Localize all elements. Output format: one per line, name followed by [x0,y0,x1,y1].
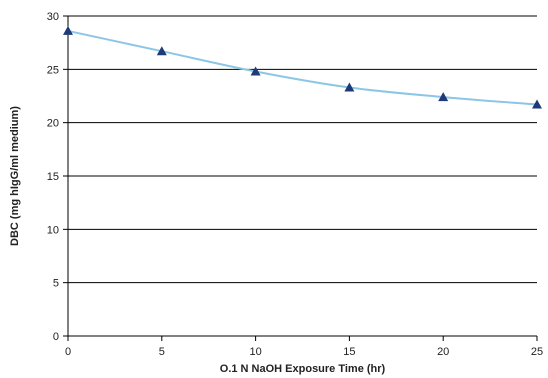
y-tick-label-25: 25 [47,64,59,76]
y-tick-label-5: 5 [53,278,59,290]
y-tick-label-10: 10 [47,224,59,236]
data-point-25 [532,99,542,109]
y-tick-label-20: 20 [47,118,59,130]
gridlines [68,15,537,337]
x-tick-label-5: 5 [159,346,165,358]
y-tick-label-0: 0 [53,331,59,343]
tick-labels: 0 5 10 15 20 25 30 0 5 10 15 20 25 [47,11,543,358]
series [63,25,542,109]
x-tick-label-0: 0 [65,346,71,358]
data-point-20 [438,92,449,102]
data-point-5 [156,46,167,56]
y-tick-label-15: 15 [47,171,59,183]
data-point-10 [250,66,261,76]
x-tick-label-15: 15 [343,346,355,358]
series-line [67,29,538,106]
x-tick-label-10: 10 [249,346,261,358]
y-axis-title: DBC (mg hIgG/ml medium) [9,106,21,246]
axes [63,15,538,341]
y-tick-label-30: 30 [47,11,59,23]
x-tick-label-25: 25 [531,346,543,358]
x-axis-title: O.1 N NaOH Exposure Time (hr) [220,363,386,375]
data-point-15 [344,82,355,92]
x-tick-label-20: 20 [437,346,449,358]
data-point-0 [63,25,73,35]
